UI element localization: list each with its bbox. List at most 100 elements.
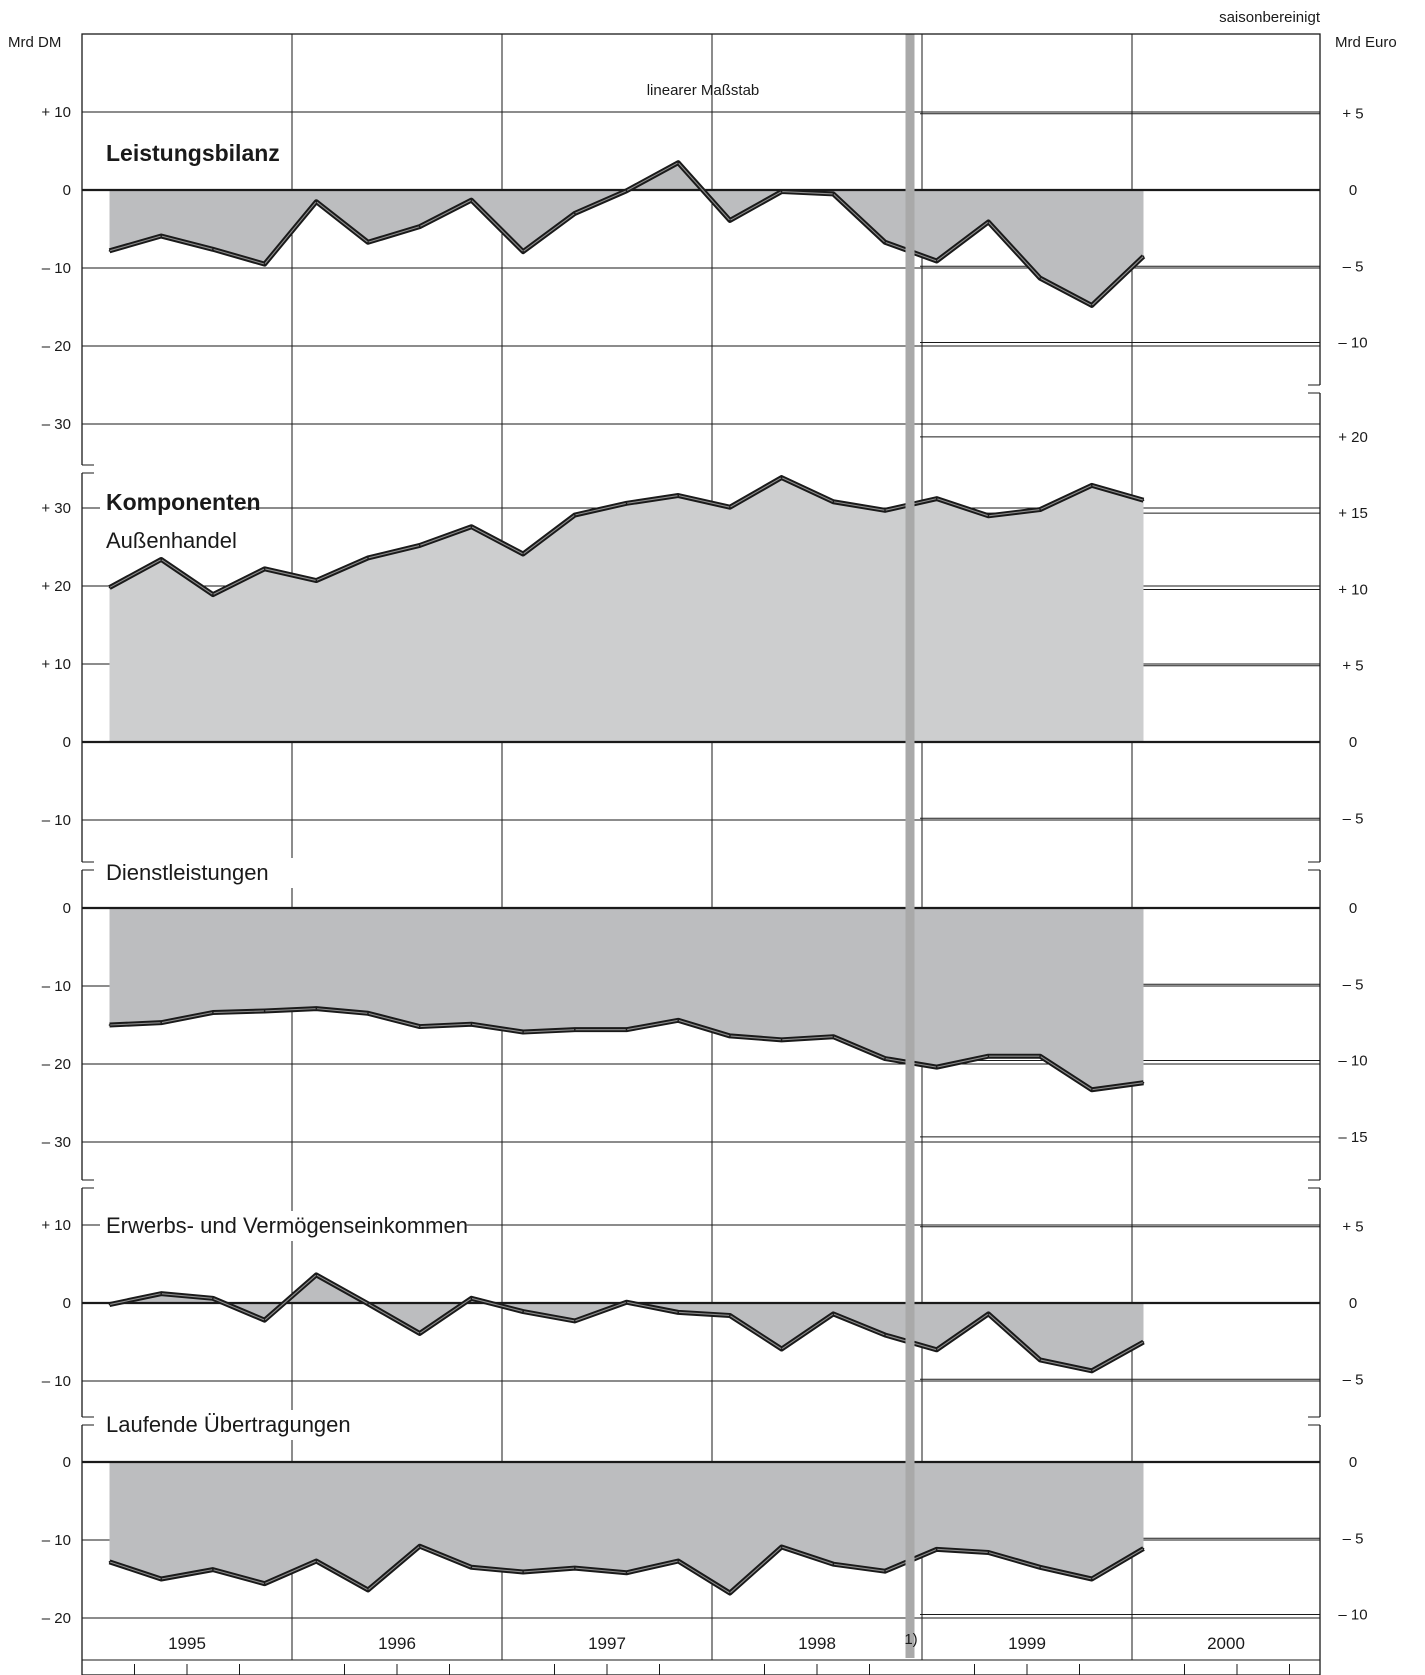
left-tick-label: + 10 (41, 104, 71, 121)
left-axis-break (80, 1417, 84, 1425)
right-tick-label: – 10 (1338, 1053, 1367, 1070)
right-tick-label: – 5 (1343, 1371, 1364, 1388)
series-area-leistungsbilanz (109, 162, 1144, 306)
data-point-leistungsbilanz (1091, 304, 1093, 307)
panel-title-uebertragungen: Laufende Übertragungen (106, 1412, 351, 1437)
data-point-leistungsbilanz (108, 250, 111, 252)
right-axis-break (1318, 385, 1322, 393)
left-axis-break (80, 1180, 84, 1188)
footnote-marker: 1) (904, 1631, 917, 1648)
panel-title-erwerbseinkommen: Erwerbs- und Vermögenseinkommen (106, 1213, 468, 1238)
data-point-aussenhandel (212, 593, 214, 596)
data-point-dienstleistungen (263, 1010, 266, 1012)
year-label: 1999 (1008, 1634, 1046, 1653)
data-point-uebertragungen (987, 1551, 990, 1554)
data-point-erwerbseinkommen (625, 1301, 628, 1304)
data-point-dienstleistungen (367, 1012, 369, 1015)
data-point-leistungsbilanz (780, 190, 783, 193)
data-point-uebertragungen (367, 1589, 369, 1591)
right-tick-label: – 10 (1338, 1607, 1367, 1624)
left-tick-label: 0 (63, 900, 71, 917)
data-point-leistungsbilanz (470, 199, 473, 201)
data-point-uebertragungen (470, 1566, 473, 1569)
left-tick-label: + 10 (41, 656, 71, 673)
panel-title-bg (100, 1410, 364, 1440)
year-label: 1998 (798, 1634, 836, 1653)
right-axis-break (1318, 1417, 1322, 1425)
data-point-aussenhandel (884, 509, 886, 512)
data-point-erwerbseinkommen (470, 1297, 473, 1300)
data-point-erwerbseinkommen (574, 1320, 576, 1322)
data-point-uebertragungen (108, 1561, 111, 1563)
right-axis-break (1318, 862, 1322, 870)
area-layer (109, 162, 1144, 1594)
data-point-dienstleistungen (625, 1028, 628, 1031)
right-tick-label: 0 (1349, 1454, 1357, 1471)
data-point-dienstleistungen (418, 1025, 421, 1028)
data-point-erwerbseinkommen (1039, 1359, 1041, 1361)
data-point-leistungsbilanz (935, 260, 938, 262)
data-point-leistungsbilanz (1039, 277, 1041, 279)
data-point-leistungsbilanz (574, 212, 576, 215)
data-point-leistungsbilanz (367, 241, 369, 244)
data-point-dienstleistungen (315, 1007, 318, 1010)
series-highlight-erwerbseinkommen (109, 1274, 1144, 1372)
data-point-uebertragungen (522, 1571, 524, 1573)
data-point-dienstleistungen (108, 1024, 111, 1026)
data-point-erwerbseinkommen (315, 1274, 318, 1276)
panel-subtitle-aussenhandel: Außenhandel (106, 528, 237, 553)
year-label: 1997 (588, 1634, 626, 1653)
panel-title-bg (100, 139, 292, 169)
frame-break-layer (80, 384, 1322, 1426)
scale-note: linearer Maßstab (647, 82, 760, 99)
data-point-dienstleistungen (160, 1021, 162, 1024)
data-point-uebertragungen (1091, 1578, 1093, 1580)
left-tick-label: – 10 (42, 978, 71, 995)
right-tick-label: – 5 (1343, 810, 1364, 827)
data-point-aussenhandel (987, 515, 990, 517)
right-tick-label: – 10 (1338, 335, 1367, 352)
left-tick-label: – 30 (42, 416, 71, 433)
data-point-uebertragungen (935, 1548, 938, 1551)
data-point-erwerbseinkommen (212, 1297, 214, 1300)
data-point-uebertragungen (263, 1582, 266, 1585)
label-layer: + 10 0 – 10 – 20 – 30 + 5 0 – 5 – 10 Leistungsbil… (41, 104, 1367, 1627)
left-tick-label: – 20 (42, 1056, 71, 1073)
panel-title-bg (100, 488, 244, 518)
left-tick-label: + 20 (41, 578, 71, 595)
left-tick-label: 0 (63, 734, 71, 751)
left-tick-label: 0 (63, 1454, 71, 1471)
data-point-uebertragungen (1039, 1566, 1041, 1569)
left-tick-label: – 20 (42, 1610, 71, 1627)
left-tick-label: – 10 (42, 1373, 71, 1390)
data-point-dienstleistungen (832, 1035, 835, 1038)
data-point-aussenhandel (1142, 499, 1145, 502)
right-unit-label: Mrd Euro (1335, 34, 1397, 51)
left-tick-label: – 10 (42, 812, 71, 829)
data-point-leistungsbilanz (522, 250, 524, 253)
left-unit-label: Mrd DM (8, 34, 61, 51)
left-tick-label: 0 (63, 1295, 71, 1312)
right-tick-label: 0 (1349, 1295, 1357, 1312)
series-area-erwerbseinkommen (109, 1274, 1144, 1371)
data-point-uebertragungen (780, 1546, 783, 1548)
data-point-uebertragungen (315, 1560, 318, 1562)
data-point-dienstleistungen (729, 1035, 731, 1037)
panel-title-leistungsbilanz: Leistungsbilanz (106, 140, 280, 166)
data-point-uebertragungen (1142, 1547, 1145, 1550)
data-point-dienstleistungen (522, 1031, 524, 1033)
panel-title-bg (100, 1211, 467, 1241)
right-tick-label: – 5 (1343, 976, 1364, 993)
data-point-leistungsbilanz (677, 161, 679, 164)
series-area-uebertragungen (109, 1462, 1144, 1594)
data-point-erwerbseinkommen (1142, 1341, 1145, 1343)
data-point-dienstleistungen (470, 1023, 473, 1026)
right-tick-label: + 20 (1338, 429, 1368, 446)
year-label: 2000 (1207, 1634, 1245, 1653)
zero-line-layer (82, 188, 1320, 1464)
data-point-dienstleistungen (677, 1019, 679, 1022)
data-point-aussenhandel (367, 557, 369, 559)
series-line-layer (108, 160, 1146, 1596)
panel-title-dienstleistungen: Dienstleistungen (106, 860, 269, 885)
data-point-aussenhandel (418, 544, 421, 547)
